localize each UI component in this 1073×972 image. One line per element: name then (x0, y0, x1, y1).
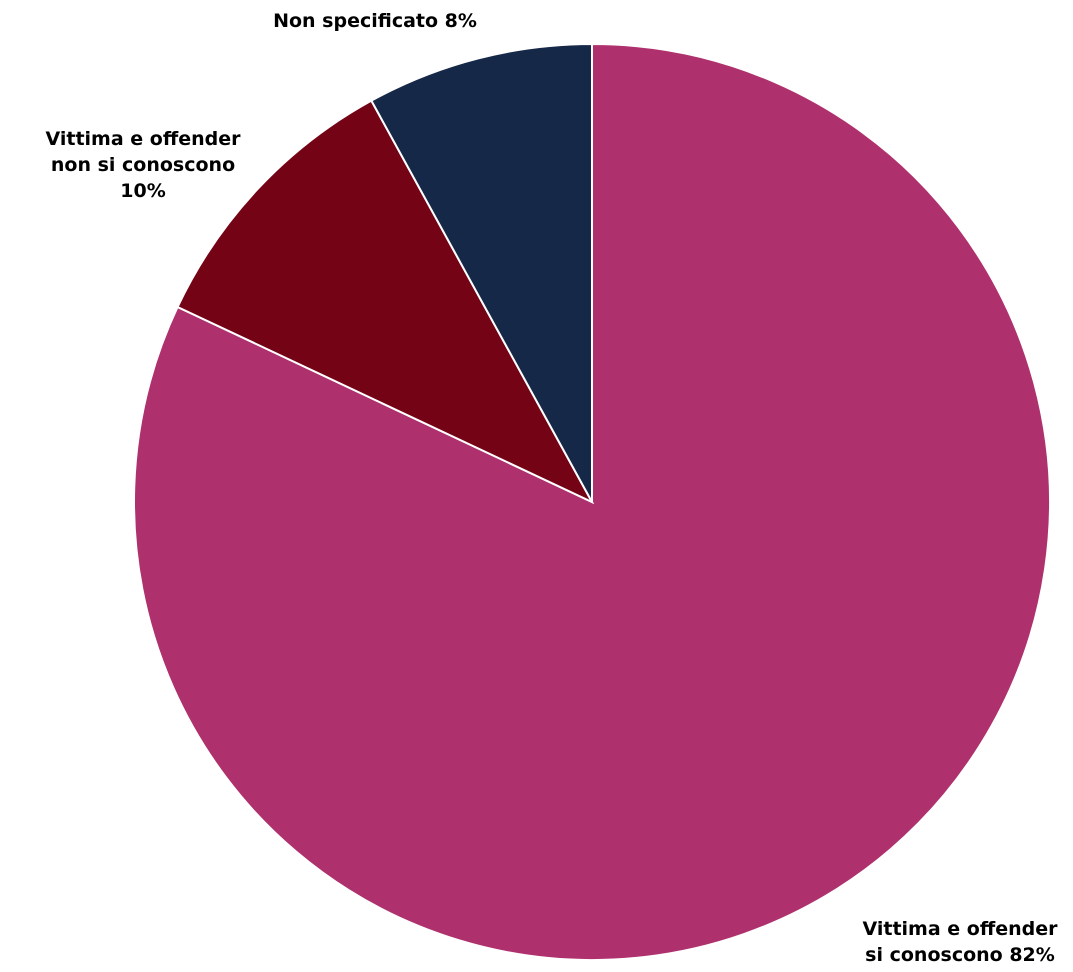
data-label-line: si conoscono 82% (865, 944, 1055, 966)
pie-slices (133, 42, 1051, 961)
pie-slice-vittima-e-offender-non-si-conoscono (176, 99, 595, 505)
data-label-non-specificato: Non specificato 8% (273, 10, 477, 32)
pie-slice-non-specificato (370, 42, 593, 503)
data-label-line: non si conoscono (51, 154, 235, 176)
data-label-line: Vittima e offender (45, 128, 241, 150)
data-label-vittima-e-offender-non-si-conoscono: Vittima e offender non si conoscono 10% (45, 128, 241, 202)
pie-labels: Vittima e offender si conoscono 82%Vittim… (45, 10, 1058, 966)
data-label-vittima-e-offender-si-conoscono: Vittima e offender si conoscono 82% (862, 918, 1058, 966)
data-label-line: 10% (120, 180, 165, 202)
data-label-line: Non specificato 8% (273, 10, 477, 32)
data-label-line: Vittima e offender (862, 918, 1058, 940)
